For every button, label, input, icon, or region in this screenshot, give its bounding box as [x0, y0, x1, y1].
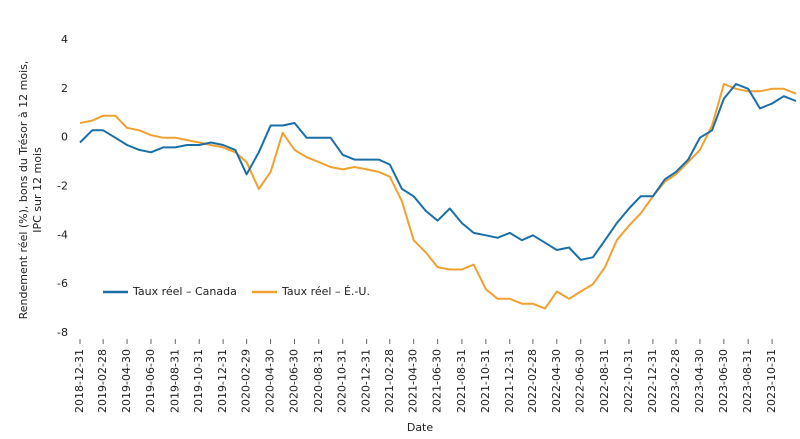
y-tick-label: 4	[61, 33, 68, 46]
y-tick-label: 0	[61, 131, 68, 144]
x-tick-label: 2018-12-31	[73, 349, 86, 413]
x-tick-label: 2021-06-30	[431, 349, 444, 413]
x-tick-label: 2021-02-28	[383, 349, 396, 413]
x-tick-label: 2022-08-31	[598, 349, 611, 413]
y-tick-label: -8	[57, 326, 68, 339]
x-tick-label: 2022-04-30	[550, 349, 563, 413]
y-tick-label: 2	[61, 82, 68, 95]
x-tick-label: 2019-04-30	[120, 349, 133, 413]
x-tick-label: 2023-06-30	[717, 349, 730, 413]
x-tick-label: 2021-10-31	[479, 349, 492, 413]
y-axis-title: Rendement réel (%), bons du Trésor à 12 …	[17, 61, 30, 320]
y-tick-label: -6	[57, 277, 68, 290]
x-tick-label: 2020-10-31	[336, 349, 349, 413]
y-axis-title: IPC sur 12 mois	[31, 147, 44, 233]
series-line	[79, 83, 797, 261]
x-tick-label: 2023-08-31	[741, 349, 754, 413]
x-tick-label: 2021-08-31	[455, 349, 468, 413]
x-tick-label: 2023-04-30	[693, 349, 706, 413]
x-tick-label: 2022-10-31	[622, 349, 635, 413]
legend-label: Taux réel – É.-U.	[281, 285, 370, 298]
x-tick-label: 2022-12-31	[646, 349, 659, 413]
x-tick-label: 2019-12-31	[216, 349, 229, 413]
x-tick-label: 2021-04-30	[407, 349, 420, 413]
x-tick-label: 2019-10-31	[192, 349, 205, 413]
x-tick-label: 2020-08-31	[312, 349, 325, 413]
x-tick-label: 2022-02-28	[526, 349, 539, 413]
x-tick-label: 2020-12-31	[360, 349, 373, 413]
x-tick-label: 2020-06-30	[287, 349, 300, 413]
y-tick-label: -2	[57, 180, 68, 193]
x-tick-label: 2020-04-30	[264, 349, 277, 413]
x-tick-label: 2019-06-30	[144, 349, 157, 413]
x-tick-label: 2019-02-28	[96, 349, 109, 413]
x-axis-title: Date	[407, 421, 434, 434]
x-tick-label: 2019-08-31	[168, 349, 181, 413]
y-tick-label: -4	[57, 228, 68, 241]
x-tick-label: 2021-12-31	[503, 349, 516, 413]
series-line	[79, 83, 797, 310]
x-tick-label: 2023-10-31	[765, 349, 778, 413]
x-tick-label: 2023-02-28	[669, 349, 682, 413]
legend-label: Taux réel – Canada	[132, 285, 237, 298]
x-tick-label: 2020-02-29	[240, 349, 253, 413]
x-tick-label: 2022-06-30	[574, 349, 587, 413]
